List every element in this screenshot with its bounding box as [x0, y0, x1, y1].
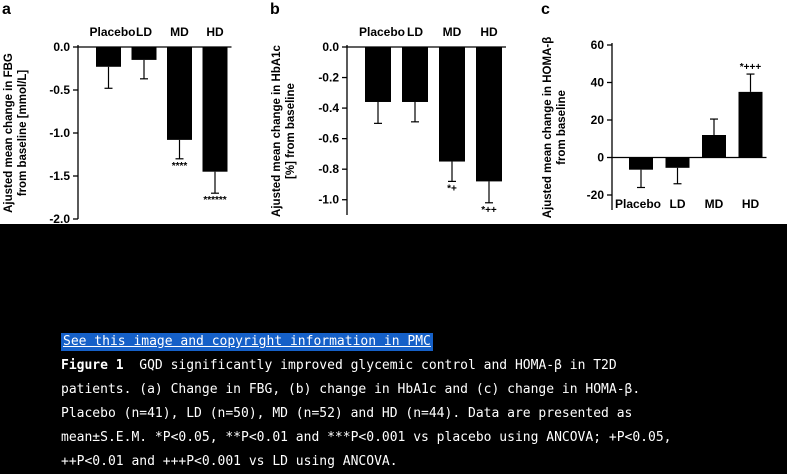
y-tick-label: -0.2 [318, 71, 339, 85]
y-tick-label: -1.0 [318, 193, 339, 207]
y-tick-label: 0 [597, 151, 604, 165]
bar-md [439, 47, 465, 162]
caption-line-1: Figure 1 GQD significantly improved glyc… [61, 354, 776, 378]
y-tick-label: 0.0 [322, 40, 339, 54]
category-label-hd: HD [742, 197, 760, 211]
bar-ld [402, 47, 428, 102]
category-label-placebo: Placebo [615, 197, 661, 211]
y-tick-label: 40 [591, 76, 605, 90]
caption-text-1: GQD significantly improved glycemic cont… [139, 358, 617, 373]
category-label-ld: LD [136, 25, 152, 39]
y-tick-label: -0.5 [49, 83, 70, 97]
category-label-md: MD [443, 25, 462, 39]
chart-panel-a: a 0.0 -0.5 -1.0 -1.5 -2.0 Ajusted mean change … [2, 1, 232, 224]
y-tick-label: -1.5 [49, 169, 70, 183]
pmc-copyright-link[interactable]: See this image and copyright information… [61, 333, 433, 351]
significance-label: *+++ [740, 62, 762, 73]
y-tick-label: -0.6 [318, 132, 339, 146]
category-label-placebo: Placebo [89, 25, 135, 39]
significance-label: *++ [481, 205, 497, 216]
significance-label: ****** [203, 195, 226, 206]
y-tick-label: -2.0 [49, 212, 70, 224]
bar-placebo [96, 47, 121, 67]
figure-charts: a 0.0 -0.5 -1.0 -1.5 -2.0 Ajusted mean change … [2, 1, 767, 224]
y-axis-label: Ajusted mean change in HbA1c [271, 44, 283, 217]
bar-md [167, 47, 192, 140]
y-axis-label: from baseline [mmol/L] [17, 70, 29, 197]
caption-line-5: ++P<0.01 and +++P<0.001 vs LD using ANCO… [61, 454, 398, 469]
bar-placebo [629, 157, 653, 170]
y-axis-label: from baseline [556, 90, 568, 165]
significance-label: **** [172, 161, 188, 172]
bar-md [702, 135, 726, 158]
category-label-ld: LD [407, 25, 423, 39]
y-tick-label: -1.0 [49, 126, 70, 140]
y-tick-label: 60 [591, 38, 605, 52]
figure-label: Figure 1 [61, 358, 124, 373]
y-axis-label: [%] from baseline [285, 83, 297, 179]
y-tick-label: 20 [591, 113, 605, 127]
chart-panel-b: b 0.0 -0.2 -0.4 -0.6 -0.8 -1.0 Ajusted mean cha… [270, 1, 506, 217]
category-label-hd: HD [206, 25, 224, 39]
y-tick-label: -0.4 [318, 101, 339, 115]
panel-letter: c [541, 1, 550, 18]
figure-caption: Figure 1 GQD significantly improved glyc… [61, 354, 776, 474]
category-label-placebo: Placebo [359, 25, 405, 39]
figure-panel: a 0.0 -0.5 -1.0 -1.5 -2.0 Ajusted mean change … [0, 0, 787, 224]
bar-hd [476, 47, 502, 182]
y-tick-label: 0.0 [53, 40, 70, 54]
bar-placebo [365, 47, 391, 102]
bar-hd [738, 91, 763, 158]
y-tick-label: -20 [587, 188, 605, 202]
category-label-md: MD [705, 197, 724, 211]
panel-letter: b [270, 1, 280, 18]
caption-line-4: mean±S.E.M. *P<0.05, **P<0.01 and ***P<0… [61, 430, 672, 445]
bar-hd [202, 47, 228, 172]
y-tick-label: -0.8 [318, 162, 339, 176]
caption-line-2: patients. (a) Change in FBG, (b) change … [61, 382, 641, 397]
y-axis-label: Ajusted mean change in FBG [3, 53, 15, 213]
caption-line-3: Placebo (n=41), LD (n=50), MD (n=52) and… [61, 406, 633, 421]
bar-ld [665, 157, 690, 168]
significance-label: *+ [447, 183, 457, 194]
y-axis-label: Ajusted mean change in HOMA-β [542, 37, 554, 218]
bar-ld [131, 47, 157, 60]
chart-panel-c: c 60 40 20 0 -20 Ajusted mean change in HOMA-β… [541, 1, 767, 218]
category-label-ld: LD [670, 197, 686, 211]
panel-letter: a [2, 1, 11, 18]
category-label-hd: HD [480, 25, 498, 39]
category-label-md: MD [170, 25, 189, 39]
